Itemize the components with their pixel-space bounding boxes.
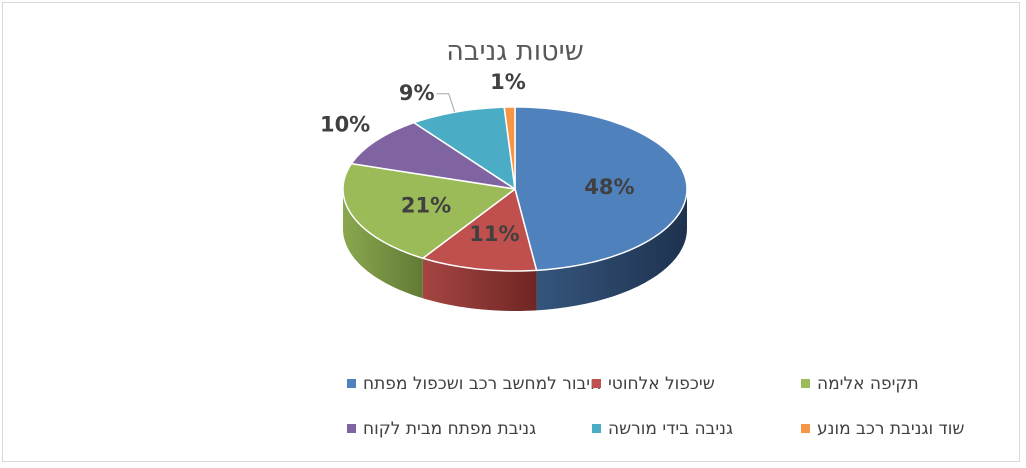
slice-wireless-cloning — [422, 188, 538, 272]
label-home-key-theft: 10% — [320, 113, 370, 137]
legend-item-authorized-theft: גניבה בידי מורשה — [592, 419, 733, 439]
legend-item-wireless-cloning: שיכפול אלחוטי — [592, 374, 715, 394]
legend-label: גניבת מפתח מבית לקוח — [363, 419, 536, 439]
legend-swatch — [592, 379, 601, 388]
legend-label: שיכפול אלחוטי — [608, 374, 715, 394]
label-wireless-cloning: 11% — [469, 222, 519, 246]
legend-swatch — [347, 379, 356, 388]
label-immobilized-robbery: 1% — [490, 70, 526, 94]
legend-item-immobilized-robbery: שוד וגניבת רכב מונע — [801, 419, 964, 439]
slice-side-violent — [343, 189, 423, 299]
slice-immobilized-robbery — [503, 106, 516, 190]
slice-authorized-theft — [413, 106, 516, 190]
legend: חיבור למחשב רכב ושכפול מפתח שיכפול אלחוטי… — [347, 374, 964, 439]
legend-swatch — [801, 424, 810, 433]
legend-label: תקיפה אלימה — [817, 374, 919, 394]
legend-item-violent-attack: תקיפה אלימה — [801, 374, 919, 394]
slice-violent-attack — [342, 162, 516, 259]
slice-side-key-connection — [536, 189, 687, 311]
legend-swatch — [592, 424, 601, 433]
slice-key-connection — [514, 106, 688, 272]
legend-label: חיבור למחשב רכב ושכפול מפתח — [363, 374, 601, 394]
legend-swatch — [347, 424, 356, 433]
slice-home-key-theft — [350, 121, 516, 190]
label-authorized-theft: 9% — [399, 81, 435, 105]
legend-label: שוד וגניבת רכב מונע — [817, 419, 964, 439]
pie-slices — [342, 106, 688, 311]
label-violent-attack: 21% — [401, 193, 451, 217]
legend-item-key-connection: חיבור למחשב רכב ושכפול מפתח — [347, 374, 601, 394]
data-labels: 48% 11% 21% 10% 9% 1% — [320, 70, 635, 246]
legend-label: גניבה בידי מורשה — [608, 419, 733, 439]
pie-chart: שיטות גניבה 48% 11% 21% 10% 9% 1% חיבור למחשב… — [320, 36, 965, 439]
label-key-connection: 48% — [584, 175, 634, 199]
chart-area: שיטות גניבה 48% 11% 21% 10% 9% 1% חיבור למחשב… — [2, 2, 1020, 462]
leader-line — [436, 93, 456, 112]
legend-item-home-key-theft: גניבת מפתח מבית לקוח — [347, 419, 536, 439]
chart-title: שיטות גניבה — [446, 36, 584, 67]
legend-swatch — [801, 379, 810, 388]
